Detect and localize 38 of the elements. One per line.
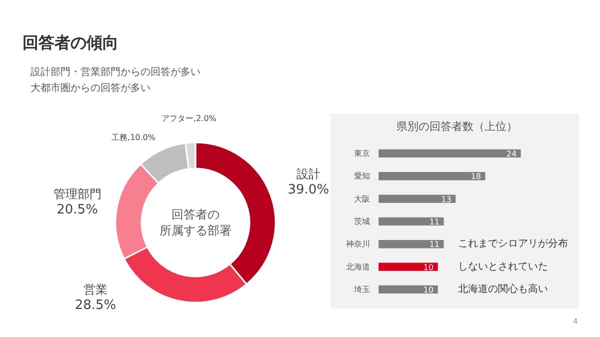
bar: [378, 172, 486, 180]
slice-label: 営業: [84, 282, 108, 296]
bar: [378, 240, 444, 248]
bar: [378, 262, 438, 271]
data-label: 11: [429, 240, 440, 250]
data-label: 28.5%: [74, 298, 116, 313]
text: 回答者の: [172, 208, 220, 222]
slice-label: 工務,10.0%: [112, 132, 156, 142]
y-tick-label: 神奈川: [346, 240, 370, 249]
chart-subtitle: 設計部門・営業部門からの回答が多い: [30, 66, 200, 78]
y-tick-label: 北海道: [346, 262, 370, 272]
y-tick-label: 大阪: [354, 194, 370, 204]
data-label: 20.5%: [56, 202, 98, 218]
data-label: 24: [506, 149, 517, 158]
bar: [378, 194, 456, 203]
annotation: しないとされていた: [458, 261, 548, 272]
slice-label: 設計: [296, 166, 320, 181]
data-label: 11: [429, 217, 440, 226]
bar: [378, 285, 438, 294]
y-tick-label: 愛知: [354, 172, 370, 181]
annotation: 北海道の関心も高い: [458, 282, 548, 295]
text: 大都市圏からの回答が多い: [30, 82, 150, 94]
annotation: これまでシロアリが分布: [458, 238, 568, 250]
bar: [378, 149, 521, 158]
text: 所属する部署: [160, 224, 232, 238]
data-label: 39.0%: [288, 182, 330, 198]
slice-label: 管理部門: [53, 186, 102, 201]
data-label: 10: [423, 285, 434, 294]
bar: [378, 217, 444, 226]
y-tick-label: 埼玉: [353, 284, 370, 294]
data-label: 10: [423, 262, 434, 272]
chart-title: 県別の回答者数（上位）: [396, 120, 518, 133]
data-label: 13: [441, 194, 452, 204]
slice-label: アフター,2.0%: [162, 114, 217, 124]
data-label: 18: [470, 172, 482, 182]
y-tick-label: 茨城: [354, 216, 370, 226]
chart-title: 回答者の傾向: [22, 33, 118, 52]
y-tick-label: 東京: [354, 148, 370, 158]
